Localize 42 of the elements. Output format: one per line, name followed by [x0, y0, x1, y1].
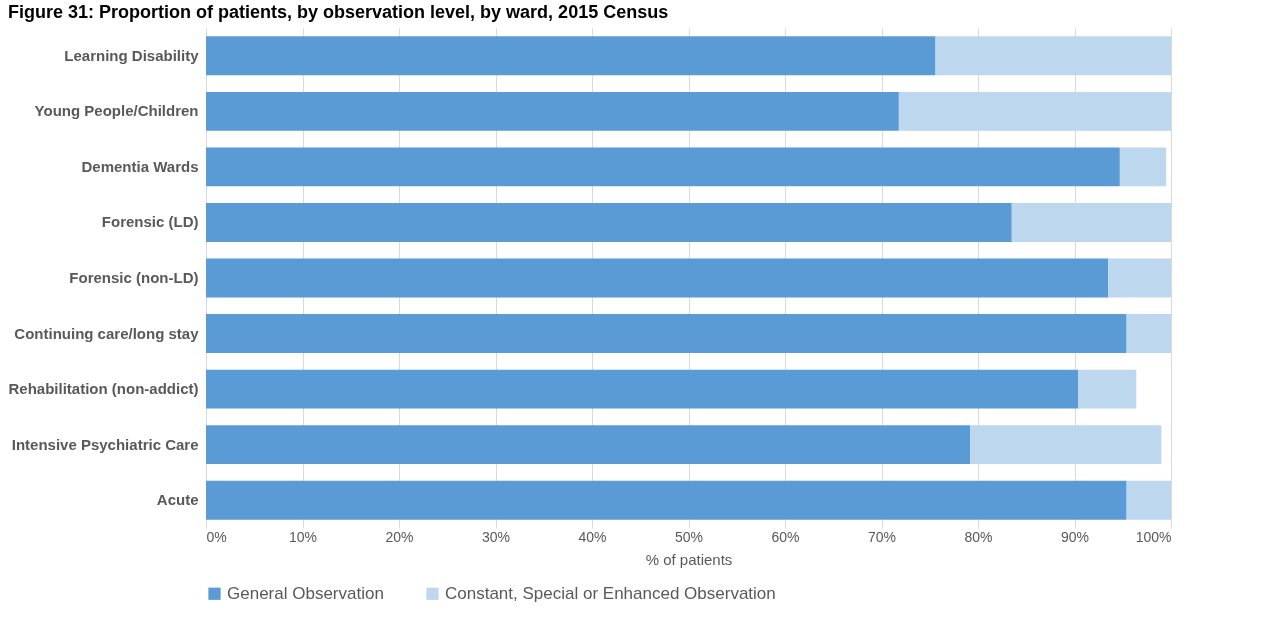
x-tick-label: 30% — [481, 528, 511, 545]
x-tick-label: 100% — [1135, 528, 1172, 545]
bar — [206, 480, 1127, 520]
bar — [206, 203, 1012, 242]
bar — [206, 314, 1127, 353]
bar — [935, 36, 1171, 76]
x-tick-label: 90% — [1060, 528, 1090, 545]
y-tick-label: Forensic (non-LD) — [69, 269, 199, 286]
bar — [206, 258, 1109, 298]
bar — [1108, 258, 1171, 298]
y-tick-label: Continuing care/long stay — [14, 324, 200, 342]
bar — [1126, 314, 1171, 353]
bar — [1119, 147, 1167, 187]
y-tick-label: Learning Disability — [64, 46, 200, 64]
legend-label: Constant, Special or Enhanced Observation — [445, 583, 776, 603]
y-tick-label: Young People/Children — [34, 102, 199, 120]
bar — [206, 425, 971, 465]
bar — [206, 147, 1120, 187]
x-tick-label: 80% — [964, 528, 993, 545]
bar — [1011, 203, 1171, 242]
bar — [206, 91, 899, 131]
x-tick-label: 60% — [771, 528, 800, 545]
bar — [970, 425, 1162, 465]
y-tick-label: Rehabilitation (non-addict) — [8, 380, 199, 398]
y-tick-label: Dementia Wards — [81, 157, 199, 175]
x-tick-label: 40% — [578, 528, 607, 545]
x-tick-label: 20% — [385, 528, 414, 545]
y-tick-label: Acute — [156, 491, 199, 509]
x-tick-label: 0% — [206, 528, 227, 545]
legend-label: General Observation — [227, 583, 384, 603]
bar — [898, 91, 1171, 131]
bar — [206, 369, 1079, 409]
y-tick-label: Forensic (LD) — [101, 213, 199, 231]
bar — [1078, 369, 1137, 409]
x-tick-label: 10% — [288, 528, 318, 545]
bar — [1126, 480, 1171, 520]
bar — [206, 36, 936, 76]
x-tick-label: 70% — [867, 528, 897, 545]
x-axis-title: % of patients — [645, 550, 733, 568]
x-tick-label: 50% — [674, 528, 704, 545]
chart-title: Figure 31: Proportion of patients, by observation level, by ward, 2015 Census — [8, 2, 669, 22]
y-tick-label: Intensive Psychiatric Care — [11, 435, 199, 453]
